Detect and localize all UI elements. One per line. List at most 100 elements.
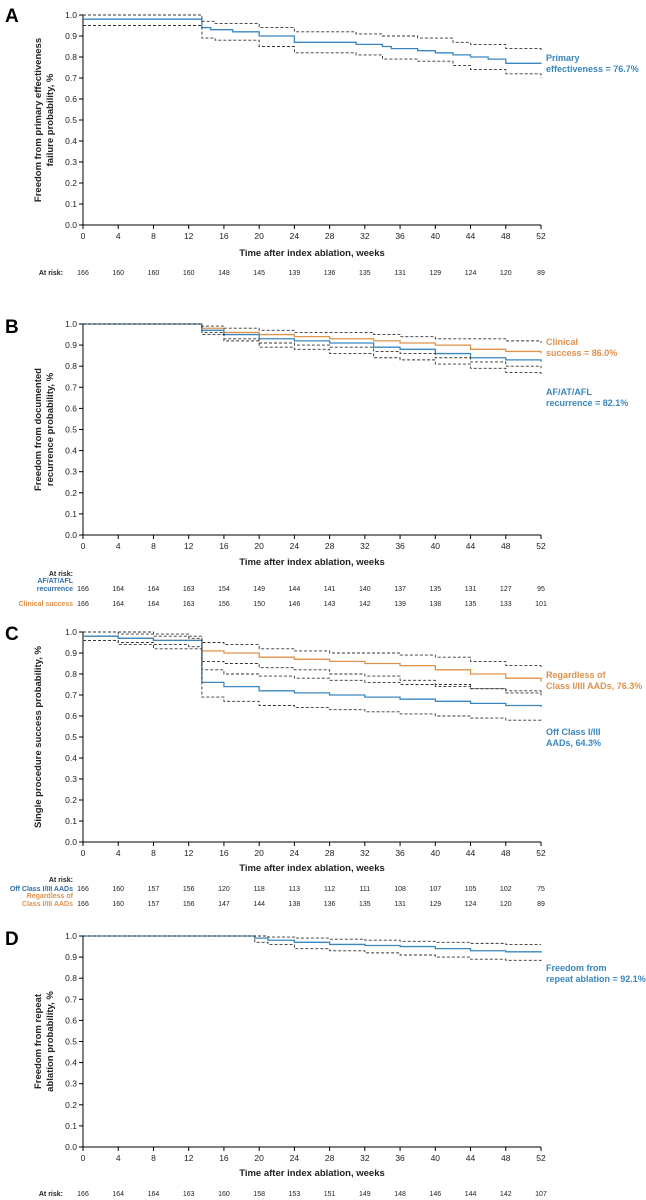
at-risk-value: 140 [359, 586, 371, 593]
at-risk-value: 166 [77, 886, 89, 893]
y-tick-label: 1.0 [65, 627, 77, 637]
ci-band-line [83, 631, 542, 693]
curve-annotation: repeat ablation = 92.1% [546, 974, 646, 984]
y-tick-label: 0.4 [65, 753, 77, 763]
y-tick-label: 0.1 [65, 509, 77, 519]
y-tick-label: 0.6 [65, 94, 77, 104]
at-risk-label: At risk: [39, 270, 63, 277]
y-tick-label: 1.0 [65, 319, 77, 329]
x-tick-label: 4 [116, 541, 121, 551]
at-risk-value: 164 [112, 601, 124, 608]
x-tick-label: 4 [116, 1153, 121, 1163]
at-risk-value: 166 [77, 601, 89, 608]
x-tick-label: 20 [254, 541, 264, 551]
y-tick-label: 0.1 [65, 1121, 77, 1131]
at-risk-label: At risk: [39, 1191, 63, 1198]
at-risk-value: 166 [77, 270, 89, 277]
y-axis-label-line: Freedom from documented [33, 368, 44, 491]
curve-annotation: Clinical [546, 337, 578, 347]
y-tick-label: 0.9 [65, 340, 77, 350]
curve-annotation: AF/AT/AFL [546, 387, 592, 397]
x-tick-label: 8 [151, 1153, 156, 1163]
x-tick-label: 20 [254, 1153, 264, 1163]
x-tick-label: 20 [254, 231, 264, 241]
at-risk-table: At risk: 166 164 164 163 160 158 153 151 149 148 14… [39, 1191, 547, 1198]
x-tick-label: 36 [395, 541, 405, 551]
y-axis-label-line: Freedom from repeat [33, 993, 44, 1089]
y-axis-label: Freedom from primary effectiveness failur… [33, 38, 56, 202]
x-tick-label: 28 [325, 1153, 335, 1163]
at-risk-value: 129 [429, 901, 441, 908]
km-curve [83, 635, 542, 682]
at-risk-value: 127 [500, 586, 512, 593]
at-risk-row-label: Off Class I/III AADs [10, 886, 73, 893]
ci-band-line [83, 323, 542, 343]
at-risk-value: 164 [148, 1191, 160, 1198]
km-curve [83, 323, 542, 354]
y-tick-label: 0.0 [65, 220, 77, 230]
km-curve [83, 323, 542, 362]
x-tick-label: 12 [184, 848, 194, 858]
x-tick-label: 0 [81, 541, 86, 551]
y-tick-label: 0.3 [65, 774, 77, 784]
at-risk-value: 156 [183, 901, 195, 908]
y-tick-label: 0.4 [65, 1058, 77, 1068]
x-tick-label: 40 [431, 541, 441, 551]
y-tick-label: 0.0 [65, 1142, 77, 1152]
at-risk-value: 164 [112, 1191, 124, 1198]
at-risk-value: 157 [148, 886, 160, 893]
y-tick-label: 0.6 [65, 1015, 77, 1025]
at-risk-value: 150 [253, 601, 265, 608]
ci-band-line [83, 323, 542, 369]
at-risk-value: 135 [429, 586, 441, 593]
at-risk-value: 148 [394, 1191, 406, 1198]
at-risk-value: 135 [359, 270, 371, 277]
y-tick-label: 0.0 [65, 530, 77, 540]
at-risk-value: 146 [289, 601, 301, 608]
x-tick-label: 32 [360, 541, 370, 551]
km-curve [83, 18, 542, 64]
at-risk-value: 141 [324, 586, 336, 593]
at-risk-row-label: AF/AT/AFL [37, 578, 73, 585]
y-axis-label: Freedom from documented recurrence probab… [33, 368, 56, 491]
at-risk-value: 163 [183, 586, 195, 593]
y-tick-label: 0.5 [65, 425, 77, 435]
at-risk-value: 89 [537, 901, 545, 908]
x-tick-label: 24 [290, 1153, 300, 1163]
at-risk-value: 156 [183, 886, 195, 893]
x-tick-label: 8 [151, 541, 156, 551]
y-tick-label: 0.8 [65, 973, 77, 983]
y-tick-label: 0.8 [65, 361, 77, 371]
at-risk-value: 120 [218, 886, 230, 893]
y-tick-label: 0.3 [65, 467, 77, 477]
y-tick-label: 0.7 [65, 382, 77, 392]
x-tick-label: 32 [360, 231, 370, 241]
x-axis-label: Time after index ablation, weeks [239, 863, 385, 874]
at-risk-value: 108 [394, 886, 406, 893]
ci-band-line [83, 323, 542, 375]
at-risk-table: At risk: 166 160 160 160 148 145 139 136 135 131 12… [39, 270, 545, 277]
x-tick-label: 28 [325, 541, 335, 551]
x-tick-label: 44 [466, 1153, 476, 1163]
at-risk-value: 157 [148, 901, 160, 908]
ci-band-line [83, 935, 541, 945]
y-tick-label: 0.2 [65, 178, 77, 188]
curve-annotation: Class I/III AADs, 76.3% [546, 681, 642, 691]
at-risk-value: 153 [289, 1191, 301, 1198]
at-risk-value: 111 [360, 886, 371, 893]
at-risk-value: 101 [535, 601, 547, 608]
x-tick-label: 8 [151, 231, 156, 241]
x-tick-label: 36 [395, 1153, 405, 1163]
y-tick-label: 0.1 [65, 816, 77, 826]
at-risk-value: 105 [465, 886, 477, 893]
x-tick-label: 0 [81, 1153, 86, 1163]
at-risk-value: 166 [77, 901, 89, 908]
at-risk-value: 120 [500, 901, 512, 908]
at-risk-value: 131 [394, 270, 406, 277]
at-risk-value: 164 [148, 586, 160, 593]
at-risk-value: 120 [500, 270, 512, 277]
x-tick-label: 8 [151, 848, 156, 858]
ci-band-line [83, 639, 542, 698]
at-risk-value: 144 [465, 1191, 477, 1198]
y-axis-label: Single procedure success probability, % [33, 645, 44, 828]
